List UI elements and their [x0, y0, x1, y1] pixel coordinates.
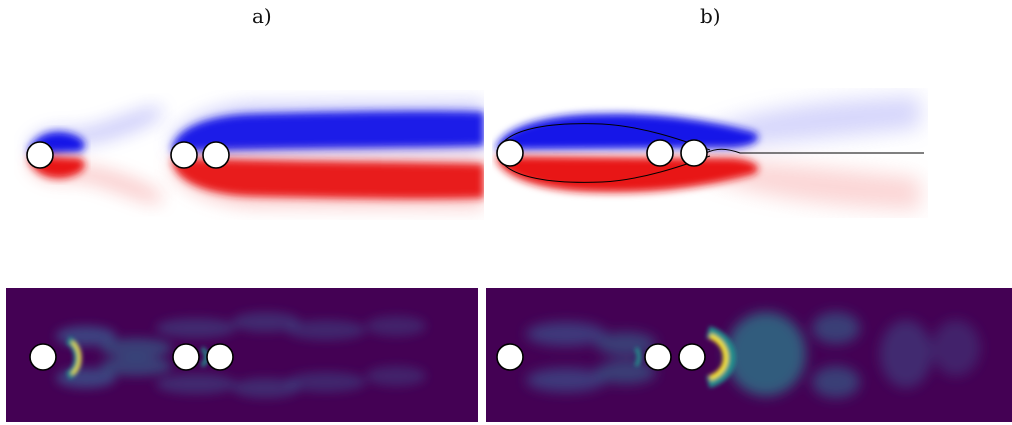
downstream-wake — [169, 102, 484, 208]
cylinder-downstream-1 — [646, 139, 674, 167]
cylinder-upstream — [496, 343, 524, 371]
cylinder-downstream-2 — [678, 343, 706, 371]
magnitude-plot-left — [6, 288, 478, 422]
cylinder-downstream-1 — [644, 343, 672, 371]
panel-label-a: a) — [252, 4, 272, 28]
magnitude-plot-right — [486, 288, 1012, 422]
cylinder-downstream-2 — [202, 141, 230, 169]
vorticity-plot-right — [492, 88, 928, 218]
cylinder-upstream — [29, 343, 57, 371]
magnitude-peak — [634, 326, 736, 388]
cylinder-upstream — [496, 139, 524, 167]
magnitude-lobes — [526, 312, 980, 398]
cylinder-downstream-2 — [206, 343, 234, 371]
panel-label-b: b) — [700, 4, 721, 28]
streamlines — [499, 123, 924, 183]
cylinder-upstream — [26, 141, 54, 169]
vorticity-plot-left — [0, 90, 484, 220]
cylinder-downstream-2 — [680, 139, 708, 167]
cylinder-downstream-1 — [172, 343, 200, 371]
cylinder-downstream-1 — [170, 141, 198, 169]
